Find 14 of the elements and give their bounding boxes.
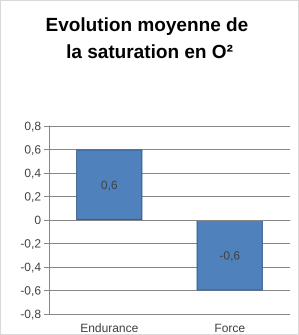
data-label: -0,6: [219, 248, 240, 262]
y-tick-label: -0,2: [20, 236, 42, 250]
y-tick-label: 0,2: [24, 190, 42, 204]
y-tick-label: 0,6: [24, 142, 42, 156]
x-tick-label: Endurance: [80, 321, 139, 335]
y-tick-label: -0,4: [20, 260, 42, 274]
data-label: 0,6: [100, 178, 118, 192]
y-tick-label: 0,4: [24, 166, 42, 180]
y-tick-label: -0,8: [20, 307, 42, 321]
x-tick-label: Force: [214, 321, 246, 335]
chart-title: Evolution moyenne de la saturation en O²: [46, 15, 254, 63]
y-tick-label: -0,6: [20, 284, 42, 298]
y-tick-label: 0,8: [24, 119, 42, 133]
y-tick-label: 0: [34, 213, 42, 227]
